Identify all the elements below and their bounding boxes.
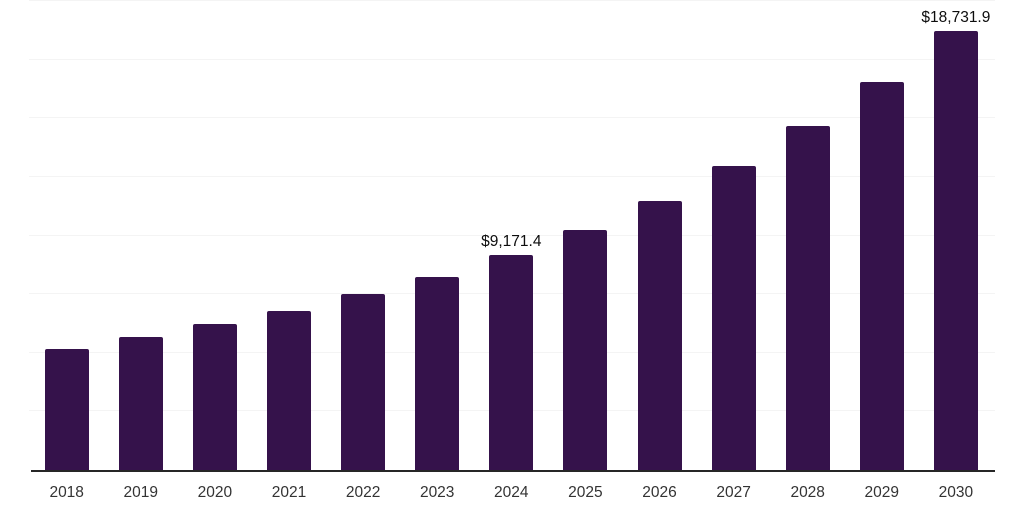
x-tick-label-2022: 2022 [345,484,381,501]
gridline [29,0,995,1]
x-tick-label-2019: 2019 [123,484,159,501]
bar-2018 [44,348,89,470]
bar-2019 [118,337,163,470]
gridline [29,175,995,177]
x-tick-label-2027: 2027 [716,484,751,501]
gridline [29,234,995,236]
gridline [29,58,995,60]
plot-area: $9,171.4 $18,731.9 [29,0,995,470]
bar-value-label-2024: $9,171.4 [481,233,542,251]
bar-2027 [711,165,756,470]
bar-2022 [341,293,386,470]
bar-value-label-2030: $18,731.9 [921,9,991,27]
x-tick-label-2026: 2026 [642,484,677,501]
x-tick-label-2030: 2030 [938,484,974,501]
bar-2026 [637,200,682,470]
bar-2020 [192,323,237,470]
gridline [29,117,995,119]
bar-2021 [267,310,311,470]
x-tick-label-2029: 2029 [864,484,900,501]
bar-2024 [489,254,534,470]
x-axis-line [31,470,995,472]
x-tick-label-2021: 2021 [271,484,307,501]
bar-2023 [415,277,460,470]
x-tick-label-2024: 2024 [494,484,529,501]
x-tick-label-2020: 2020 [197,484,233,501]
x-tick-label-2028: 2028 [790,484,825,501]
bar-2029 [859,81,904,470]
bar-2028 [785,126,830,470]
x-tick-label-2025: 2025 [568,484,603,501]
x-tick-label-2023: 2023 [419,484,455,501]
bar-2030 [933,30,978,470]
x-tick-label-2018: 2018 [49,484,84,501]
bar-2025 [563,229,608,470]
